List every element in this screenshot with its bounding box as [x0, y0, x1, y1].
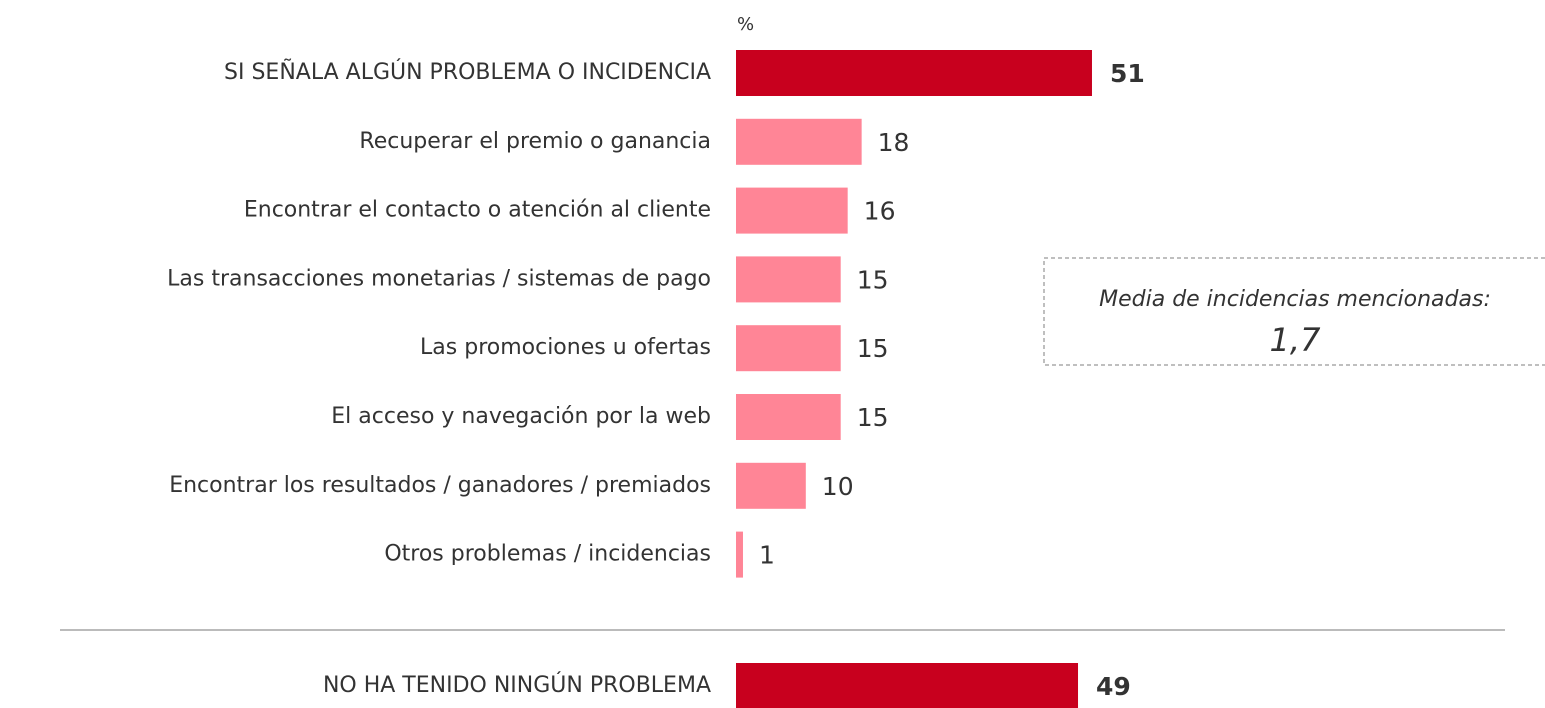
category-label: Encontrar el contacto o atención al clie… [244, 198, 711, 223]
category-label: Otros problemas / incidencias [384, 542, 711, 567]
value-label: 15 [857, 265, 889, 294]
category-label: Recuperar el premio o ganancia [359, 129, 711, 154]
category-label: SI SEÑALA ALGÚN PROBLEMA O INCIDENCIA [224, 58, 711, 85]
category-label: Las promociones u ofertas [420, 335, 711, 360]
bar [736, 256, 841, 303]
axis-label: % [737, 14, 754, 35]
value-label: 10 [822, 472, 854, 501]
value-label: 15 [857, 403, 889, 432]
value-label: 15 [857, 334, 889, 363]
bar [736, 187, 848, 234]
bar [736, 663, 1079, 708]
value-label: 16 [864, 197, 896, 226]
annotation-box [1043, 257, 1545, 366]
category-label: NO HA TENIDO NINGÚN PROBLEMA [323, 672, 711, 698]
bar [736, 394, 841, 440]
value-label: 49 [1096, 672, 1131, 701]
category-label: Las transacciones monetarias / sistemas … [167, 266, 711, 291]
category-label: El acceso y navegación por la web [331, 404, 711, 429]
value-label: 1 [759, 541, 775, 570]
bar [736, 531, 743, 578]
bar [736, 50, 1092, 96]
bar [736, 118, 862, 165]
category-label: Encontrar los resultados / ganadores / p… [169, 473, 711, 498]
annotation-value: 1,7 [1270, 321, 1322, 359]
bar [736, 462, 806, 509]
annotation-text: Media de incidencias mencionadas: [1099, 287, 1491, 312]
value-label: 51 [1110, 59, 1145, 88]
value-label: 18 [878, 128, 910, 157]
bar [736, 325, 841, 372]
